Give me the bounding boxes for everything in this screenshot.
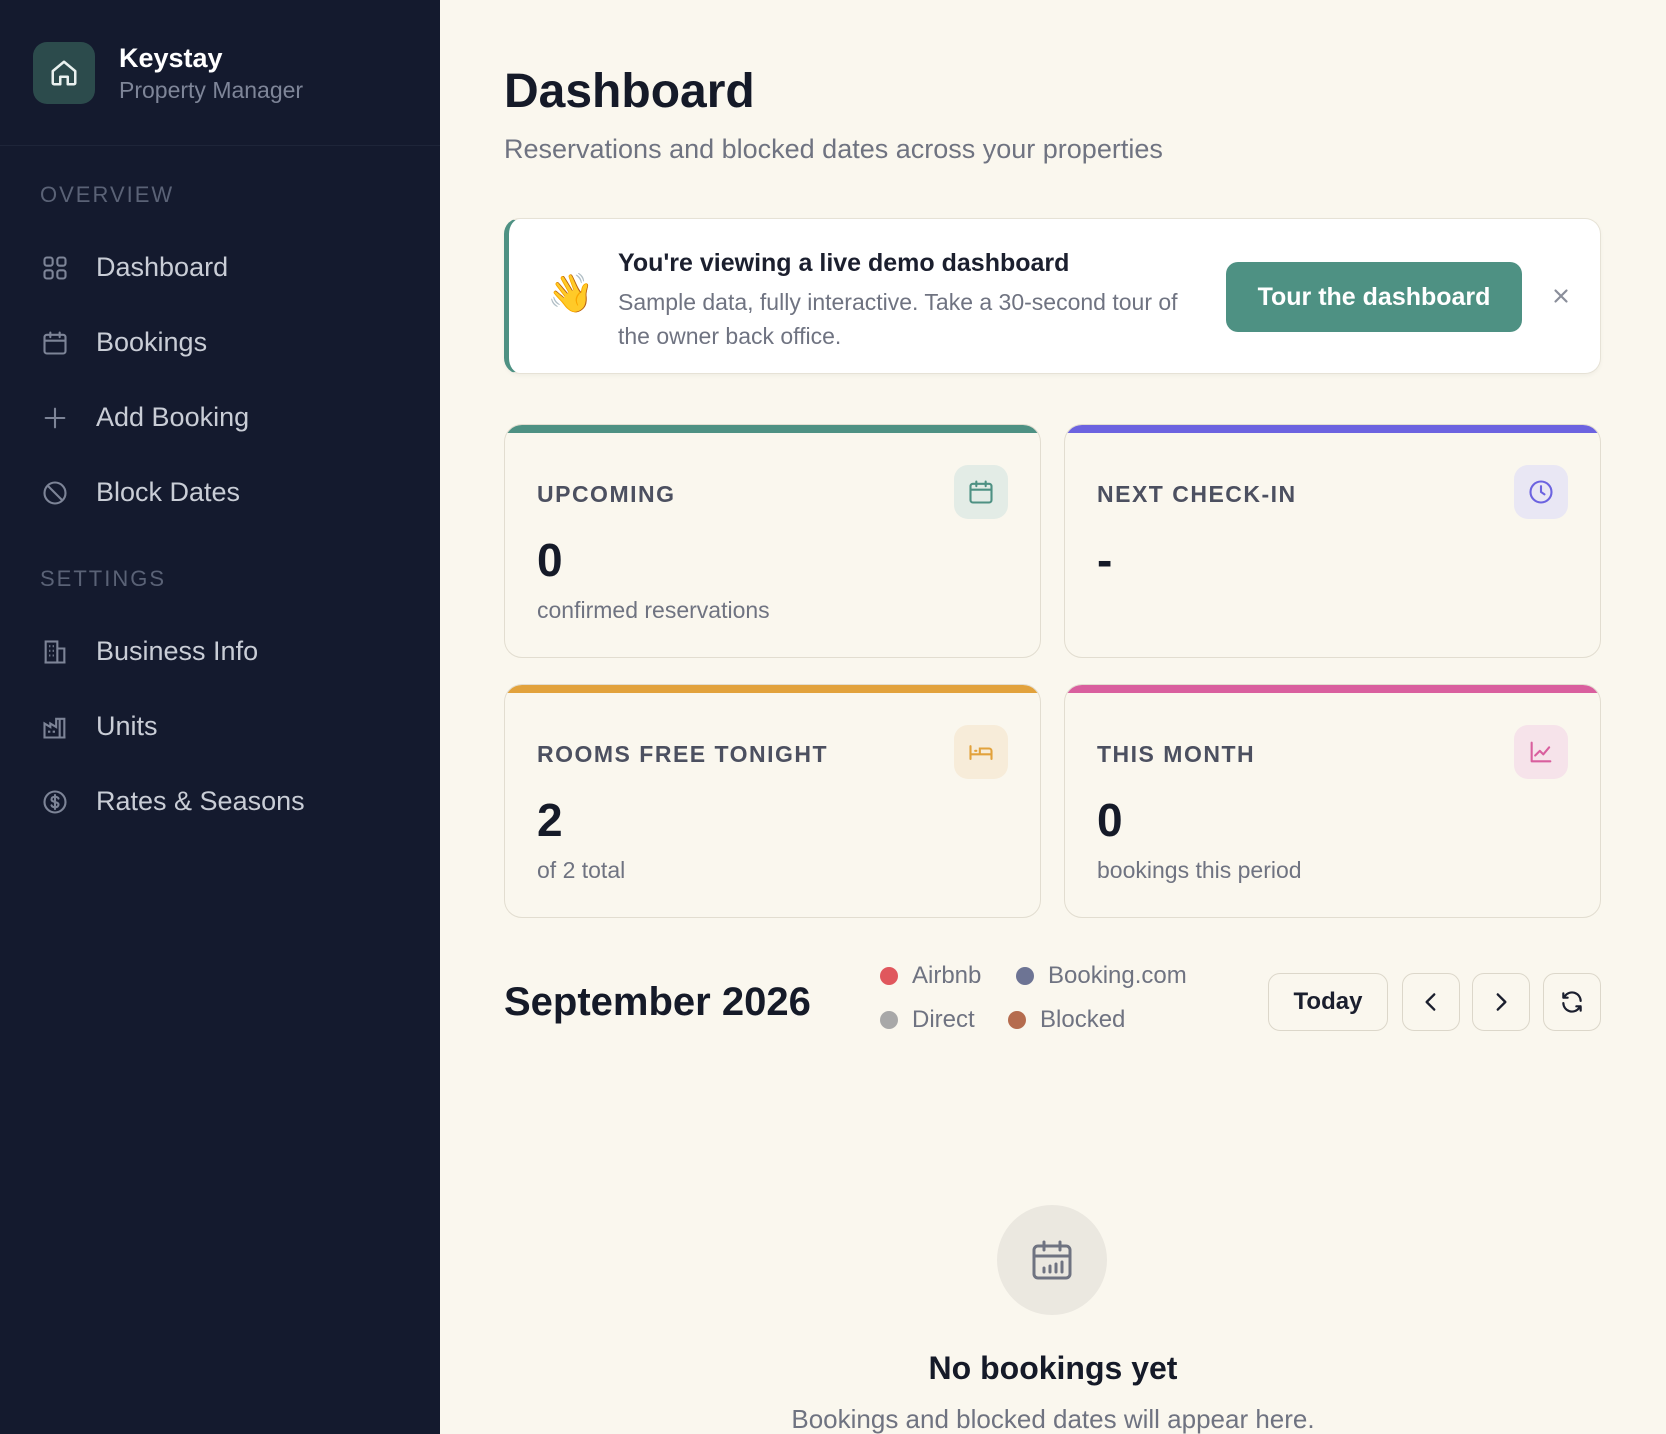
main-content: Dashboard Reservations and blocked dates… [440, 0, 1666, 1434]
sidebar: Keystay Property Manager OVERVIEW Dashbo… [0, 0, 440, 1434]
sidebar-item-label: Bookings [96, 327, 208, 357]
demo-banner: 👋 You're viewing a live demo dashboard S… [504, 218, 1601, 374]
refresh-button[interactable] [1543, 973, 1601, 1031]
card-accent-bar [505, 685, 1040, 693]
chart-line-icon [1514, 725, 1568, 779]
sidebar-item-units[interactable]: Units [0, 689, 440, 764]
next-month-button[interactable] [1472, 973, 1530, 1031]
nav-section-settings: SETTINGS [40, 566, 167, 591]
card-accent-bar [505, 425, 1040, 433]
stat-note: confirmed reservations [537, 597, 770, 623]
sidebar-item-label: Business Info [96, 636, 259, 666]
chevron-left-icon [1425, 993, 1436, 1011]
grid-icon [40, 253, 70, 283]
legend-item-airbnb: Airbnb [880, 962, 981, 990]
sidebar-item-label: Rates & Seasons [96, 786, 305, 816]
calendar-month-title: September 2026 [504, 980, 811, 1024]
sidebar-item-dashboard[interactable]: Dashboard [0, 230, 440, 305]
stat-note: of 2 total [537, 857, 626, 883]
legend-label: Airbnb [912, 962, 982, 989]
stat-card-next-check-in: NEXT CHECK-IN - [1064, 424, 1601, 658]
dollar-circle-icon [40, 787, 70, 817]
home-icon[interactable] [33, 41, 95, 104]
legend-label: Booking.com [1048, 962, 1187, 989]
banner-body: Sample data, fully interactive. Take a 3… [618, 289, 1178, 349]
legend-label: Blocked [1040, 1006, 1126, 1033]
stat-value: 2 [537, 794, 563, 846]
clock-icon [1514, 465, 1568, 519]
waving-hand-icon: 👋 [547, 273, 595, 315]
bed-icon [954, 725, 1008, 779]
stat-value: 0 [1097, 794, 1123, 846]
legend-dot [1016, 967, 1034, 985]
today-button[interactable]: Today [1268, 973, 1388, 1031]
tour-dashboard-button[interactable]: Tour the dashboard [1226, 262, 1522, 332]
stat-label: NEXT CHECK-IN [1097, 481, 1297, 507]
empty-state-subtitle: Bookings and blocked dates will appear h… [791, 1404, 1315, 1434]
card-accent-bar [1065, 685, 1600, 693]
ban-icon [40, 478, 70, 508]
prev-month-button[interactable] [1402, 973, 1460, 1031]
legend-dot [880, 967, 898, 985]
stat-card-this-month: THIS MONTH 0 bookings this period [1064, 684, 1601, 918]
stat-card-upcoming: UPCOMING 0 confirmed reservations [504, 424, 1041, 658]
sidebar-item-label: Add Booking [96, 402, 250, 432]
factory-icon [40, 712, 70, 742]
calendar-chart-icon [997, 1205, 1107, 1315]
banner-title: You're viewing a live demo dashboard [618, 249, 1070, 277]
sidebar-item-bookings[interactable]: Bookings [0, 305, 440, 380]
legend-item-blocked: Blocked [1008, 1006, 1125, 1034]
legend-dot [1008, 1011, 1026, 1029]
calendar-icon [40, 328, 70, 358]
sidebar-item-add-booking[interactable]: Add Booking [0, 380, 440, 455]
chevron-right-icon [1496, 993, 1507, 1011]
card-accent-bar [1065, 425, 1600, 433]
brand: Keystay Property Manager [0, 0, 440, 146]
sidebar-item-label: Units [96, 711, 158, 741]
close-icon[interactable] [1544, 279, 1578, 313]
sidebar-item-label: Block Dates [96, 477, 241, 507]
nav-section-overview: OVERVIEW [40, 182, 175, 207]
sidebar-item-label: Dashboard [96, 252, 229, 282]
sidebar-item-business-info[interactable]: Business Info [0, 614, 440, 689]
page-subtitle: Reservations and blocked dates across yo… [504, 134, 1163, 164]
sidebar-item-block-dates[interactable]: Block Dates [0, 455, 440, 530]
refresh-icon [1562, 991, 1582, 1013]
stat-label: ROOMS FREE TONIGHT [537, 741, 829, 767]
empty-state-title: No bookings yet [928, 1350, 1178, 1386]
stat-card-rooms-free: ROOMS FREE TONIGHT 2 of 2 total [504, 684, 1041, 918]
sidebar-item-rates-seasons[interactable]: Rates & Seasons [0, 764, 440, 839]
brand-subtitle: Property Manager [119, 76, 304, 103]
brand-name: Keystay [119, 42, 223, 73]
legend-label: Direct [912, 1006, 975, 1033]
calendar-icon [954, 465, 1008, 519]
legend-item-booking-com: Booking.com [1016, 962, 1187, 990]
page-title: Dashboard [504, 65, 755, 118]
legend-dot [880, 1011, 898, 1029]
stat-value: 0 [537, 534, 563, 586]
stat-label: THIS MONTH [1097, 741, 1256, 767]
plus-icon [40, 403, 70, 433]
stat-note: bookings this period [1097, 857, 1302, 883]
stat-value: - [1097, 534, 1113, 586]
stat-label: UPCOMING [537, 481, 676, 507]
calendar-legend: Airbnb Booking.com Direct Blocked [880, 962, 1220, 1058]
building-icon [40, 637, 70, 667]
legend-item-direct: Direct [880, 1006, 975, 1034]
